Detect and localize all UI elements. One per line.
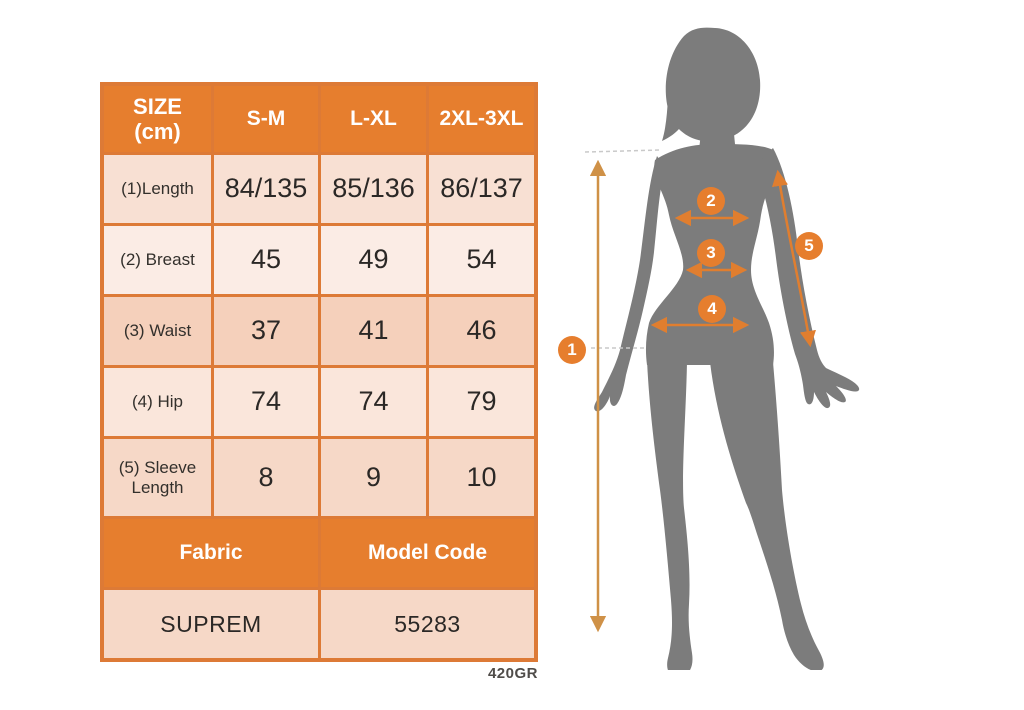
column-header-lxl: L-XL: [321, 86, 426, 152]
female-silhouette-diagram: [584, 27, 860, 670]
marker-4-hip: 4: [698, 295, 726, 323]
fabric-header: Fabric: [104, 519, 318, 587]
weight-note: 420GR: [487, 665, 538, 682]
waist-value-2xl3xl: 46: [429, 297, 534, 365]
size-header-line2: (cm): [134, 119, 181, 144]
sleeve-value-sm: 8: [214, 439, 318, 516]
measurement-figure: 1 2 3 4 5: [555, 20, 905, 670]
hip-value-lxl: 74: [321, 368, 426, 436]
shoulder-guide-dash: [584, 149, 662, 153]
model-code-header: Model Code: [321, 519, 534, 587]
length-value-sm: 84/135: [214, 155, 318, 223]
breast-value-sm: 45: [214, 226, 318, 294]
size-chart-table: SIZE (cm) S-M L-XL 2XL-3XL (1)Length 84/…: [100, 82, 538, 662]
row-label-hip: (4) Hip: [104, 368, 211, 436]
model-code-value: 55283: [321, 590, 534, 658]
hip-value-2xl3xl: 79: [429, 368, 534, 436]
length-value-2xl3xl: 86/137: [429, 155, 534, 223]
size-header-line1: SIZE: [133, 93, 182, 119]
hip-value-sm: 74: [214, 368, 318, 436]
sleeve-value-2xl3xl: 10: [429, 439, 534, 516]
row-label-waist: (3) Waist: [104, 297, 211, 365]
length-value-lxl: 85/136: [321, 155, 426, 223]
fabric-value: SUPREM: [104, 590, 318, 658]
sleeve-value-lxl: 9: [321, 439, 426, 516]
row-label-length: (1)Length: [104, 155, 211, 223]
waist-value-sm: 37: [214, 297, 318, 365]
breast-value-lxl: 49: [321, 226, 426, 294]
row-label-sleeve-length: (5) Sleeve Length: [104, 439, 211, 516]
waist-value-lxl: 41: [321, 297, 426, 365]
female-silhouette: [594, 27, 860, 670]
sleeve-arrow: [772, 169, 816, 348]
breast-value-2xl3xl: 54: [429, 226, 534, 294]
marker-3-waist: 3: [697, 239, 725, 267]
marker-2-breast: 2: [697, 187, 725, 215]
column-header-2xl3xl: 2XL-3XL: [429, 86, 534, 152]
size-unit-header: SIZE (cm): [104, 86, 211, 152]
column-header-sm: S-M: [214, 86, 318, 152]
marker-5-sleeve: 5: [795, 232, 823, 260]
row-label-breast: (2) Breast: [104, 226, 211, 294]
marker-1-length: 1: [558, 336, 586, 364]
